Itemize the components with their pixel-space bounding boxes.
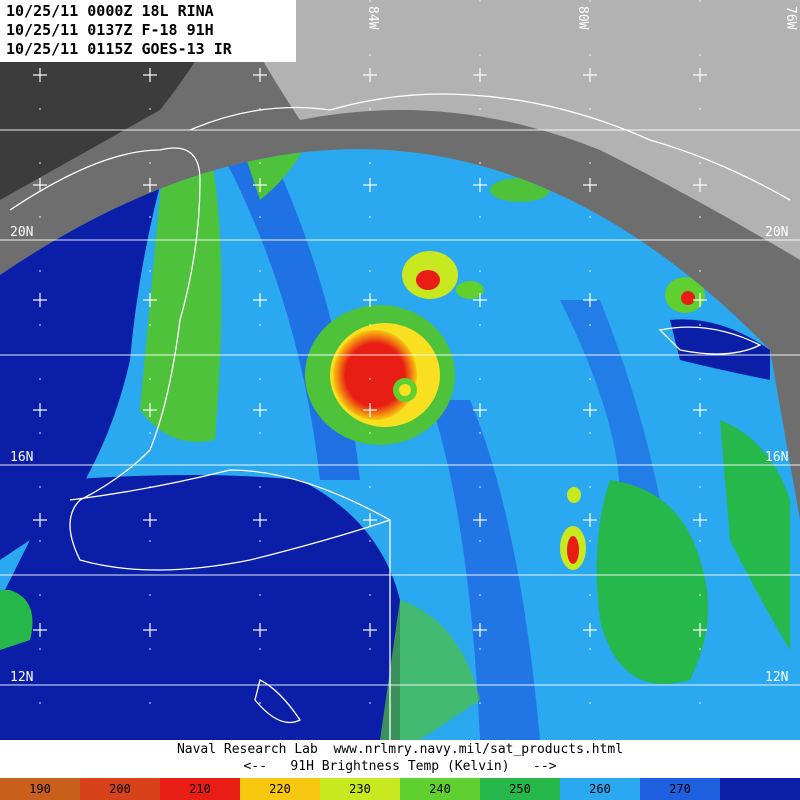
lat-label-12n-right: 12N xyxy=(765,670,789,685)
south-green xyxy=(380,600,480,740)
east-rainband xyxy=(720,420,790,650)
colorbar-segment: 250 xyxy=(480,778,560,800)
footer-product-label: <-- 91H Brightness Temp (Kelvin) --> xyxy=(243,759,557,774)
coastline-honduras xyxy=(69,469,391,740)
deep-ocean-south xyxy=(0,475,400,740)
microwave-swath xyxy=(0,149,800,740)
footer-panel: Naval Research Lab www.nrlmry.navy.mil/s… xyxy=(0,740,800,778)
colorbar-segment xyxy=(720,778,800,800)
mid-blue-band-2 xyxy=(430,400,540,740)
header-sensor-line: 10/25/11 0137Z F-18 91H xyxy=(6,21,214,39)
lat-label-20n-right: 20N xyxy=(765,225,789,240)
jamaica-area xyxy=(670,319,770,380)
graticule-crosses xyxy=(33,68,707,637)
lon-label-76w: 76W xyxy=(783,6,798,30)
colorbar-segment: 260 xyxy=(560,778,640,800)
colorbar-segment: 220 xyxy=(240,778,320,800)
lat-label-12n-left: 12N xyxy=(10,670,34,685)
brightness-temp-colorbar: 190 200 210 220 230 240 250 260 270 xyxy=(0,778,800,800)
rainband-small xyxy=(456,281,484,299)
colorbar-segment: 270 xyxy=(640,778,720,800)
yucatan-green xyxy=(140,149,222,443)
rainband-south-2 xyxy=(567,487,581,503)
mid-blue-band-3 xyxy=(560,300,660,500)
header-storm-line: 10/25/11 0000Z 18L RINA xyxy=(6,2,214,20)
rainband-south-1-core xyxy=(567,536,579,564)
rainband-ne-core xyxy=(416,270,440,290)
coastline-mexico xyxy=(9,147,391,571)
coastline-lake xyxy=(254,679,301,724)
colorbar-segment: 230 xyxy=(320,778,400,800)
lat-label-20n-left: 20N xyxy=(10,225,34,240)
lon-label-84w: 84W xyxy=(365,6,380,30)
honduras-coast xyxy=(0,590,33,650)
header-ir-line: 10/25/11 0115Z GOES-13 IR xyxy=(6,40,232,58)
coastline-cuba xyxy=(189,93,791,201)
header-panel: 10/25/11 0000Z 18L RINA 10/25/11 0137Z F… xyxy=(0,0,296,62)
storm-eye-center xyxy=(399,384,411,396)
microwave-imagery-map xyxy=(0,0,800,740)
coastlines xyxy=(9,93,791,740)
nicaragua-land xyxy=(596,480,708,684)
storm-red-core xyxy=(333,330,417,420)
lat-label-16n-right: 16N xyxy=(765,450,789,465)
coastline-jamaica xyxy=(658,326,762,355)
colorbar-segment: 240 xyxy=(400,778,480,800)
colorbar-segment: 190 xyxy=(0,778,80,800)
rainband-east-core xyxy=(681,291,695,305)
colorbar-segment: 200 xyxy=(80,778,160,800)
graticule xyxy=(0,0,800,740)
lat-label-16n-left: 16N xyxy=(10,450,34,465)
ir-cloud-cover xyxy=(230,0,800,260)
footer-credit: Naval Research Lab www.nrlmry.navy.mil/s… xyxy=(176,742,624,757)
colorbar-segment: 210 xyxy=(160,778,240,800)
lon-label-80w: 80W xyxy=(575,6,590,30)
